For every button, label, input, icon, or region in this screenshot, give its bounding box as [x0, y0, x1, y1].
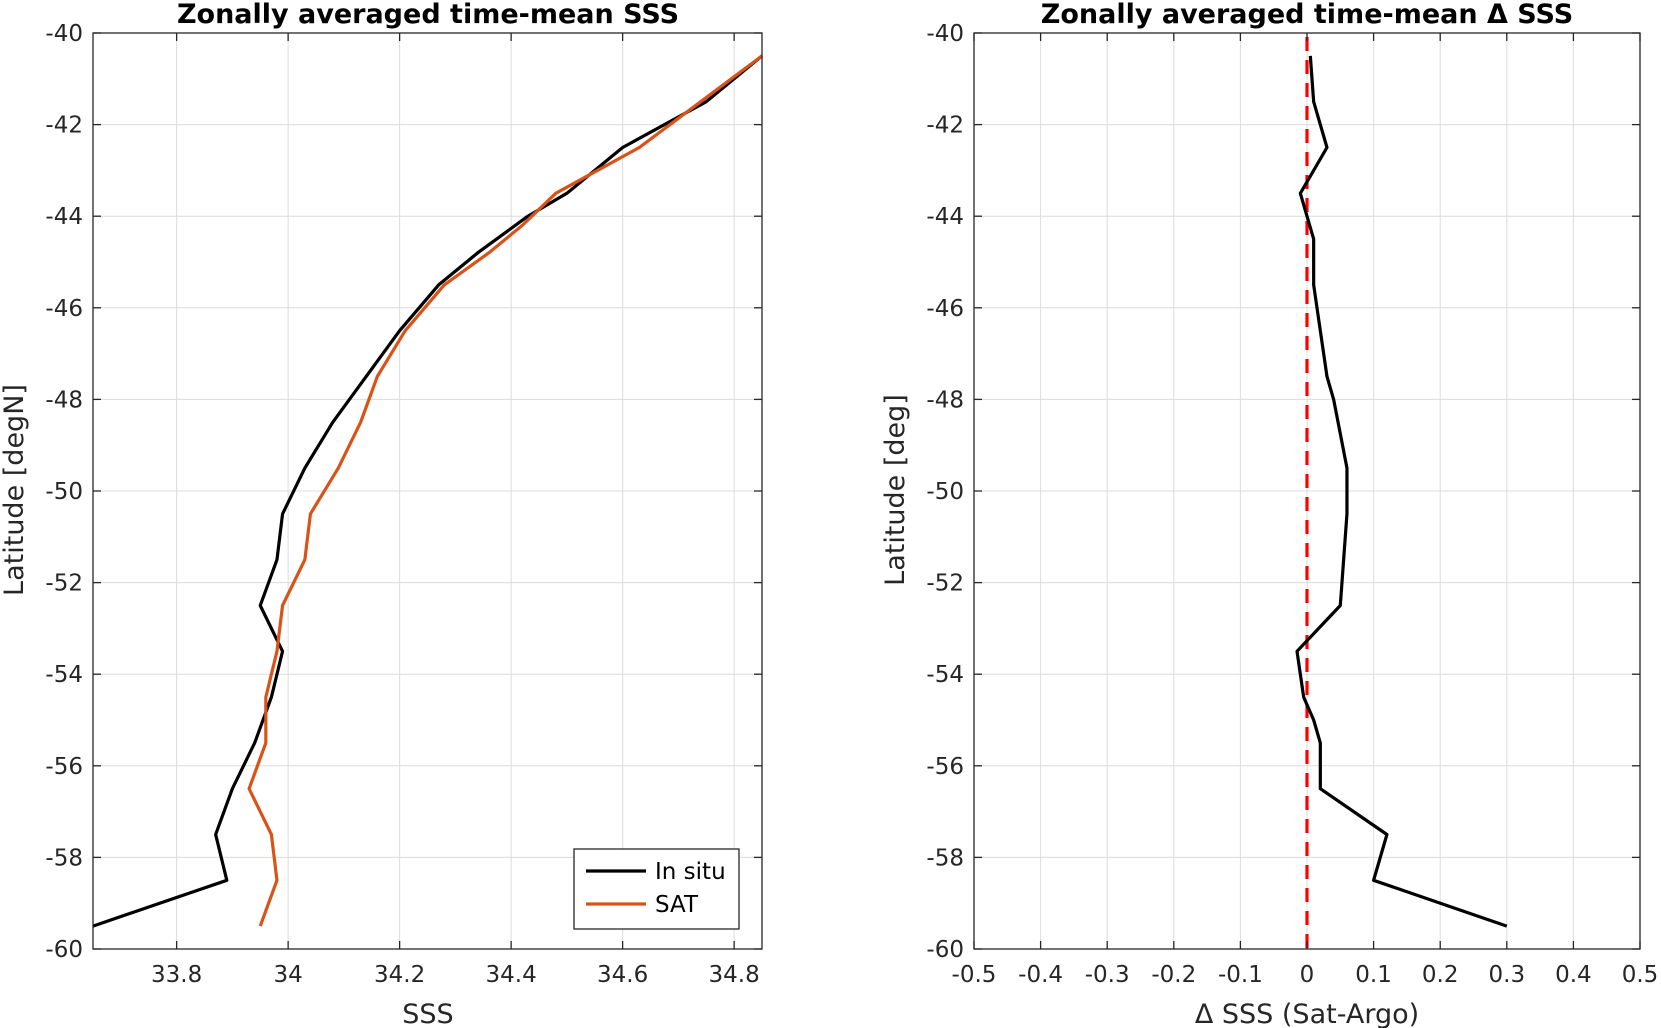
x-tick-label: 34.6	[597, 962, 648, 988]
x-tick-label: 34.2	[374, 962, 425, 988]
y-tick-label: -44	[926, 204, 964, 230]
y-tick-label: -48	[926, 387, 964, 413]
x-tick-label: 0.2	[1422, 962, 1459, 988]
chart-title-left: Zonally averaged time-mean SSS	[177, 0, 679, 30]
series-line-in-situ	[92, 54, 764, 928]
panel-delta-sss: Zonally averaged time-mean Δ SSS Δ SSS (…	[880, 0, 1658, 1028]
x-axis-label-right: Δ SSS (Sat-Argo)	[1195, 999, 1419, 1028]
x-tick-label: 34.8	[709, 962, 760, 988]
y-tick-label: -40	[926, 21, 964, 47]
legend-label: In situ	[655, 859, 726, 885]
y-tick-label: -46	[45, 296, 83, 322]
x-tick-label: -0.3	[1085, 962, 1130, 988]
y-tick-label: -54	[45, 662, 83, 688]
y-tick-label: -46	[926, 296, 964, 322]
series-line-0	[1295, 55, 1508, 928]
y-tick-label: -40	[45, 21, 83, 47]
y-tick-label: -52	[45, 571, 83, 597]
x-tick-label: 34.4	[486, 962, 537, 988]
x-tick-label: 0.1	[1355, 962, 1392, 988]
y-axis-label-right: Latitude [deg]	[880, 394, 911, 586]
x-tick-label: 0	[1300, 962, 1315, 988]
y-tick-label: -48	[45, 387, 83, 413]
y-tick-label: -56	[45, 754, 83, 780]
x-tick-label: 0.3	[1489, 962, 1526, 988]
y-tick-label: -60	[45, 937, 83, 963]
x-axis-label-left: SSS	[402, 999, 453, 1028]
y-tick-label: -44	[45, 204, 83, 230]
x-tick-label: 34	[273, 962, 302, 988]
x-tick-label: 0.4	[1555, 962, 1592, 988]
y-tick-label: -50	[926, 479, 964, 505]
y-tick-label: -42	[45, 113, 83, 139]
y-tick-label: -58	[926, 845, 964, 871]
y-tick-label: -56	[926, 754, 964, 780]
legend-label: SAT	[655, 892, 699, 918]
y-tick-label: -52	[926, 571, 964, 597]
chart-title-right: Zonally averaged time-mean Δ SSS	[1041, 0, 1573, 30]
y-axis-label-left: Latitude [degN]	[0, 384, 30, 596]
panel-sss: Zonally averaged time-mean SSS SSS Latit…	[0, 0, 764, 1028]
y-tick-label: -58	[45, 845, 83, 871]
x-tick-label: 33.8	[151, 962, 202, 988]
legend: In situ SAT	[573, 848, 740, 930]
x-tick-label: 0.5	[1622, 962, 1659, 988]
y-tick-label: -54	[926, 662, 964, 688]
series-line-sat	[247, 54, 763, 927]
x-tick-label: -0.1	[1218, 962, 1263, 988]
x-tick-label: -0.2	[1151, 962, 1196, 988]
x-tick-label: -0.5	[952, 962, 997, 988]
y-tick-label: -60	[926, 937, 964, 963]
y-tick-label: -50	[45, 479, 83, 505]
legend-box	[573, 848, 740, 930]
y-tick-label: -42	[926, 113, 964, 139]
x-tick-label: -0.4	[1018, 962, 1063, 988]
